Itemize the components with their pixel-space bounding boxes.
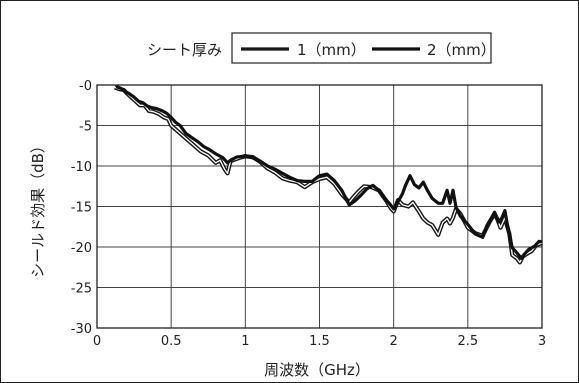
y-axis-title: シールド効果（dB） (29, 138, 47, 278)
legend: シート厚み 1（mm） 2（mm） (147, 32, 496, 64)
y-tick-label: -25 (71, 282, 92, 297)
x-tick-label: 2 (390, 334, 398, 349)
y-tick-label: -30 (71, 322, 92, 337)
x-tick-label: 1 (241, 334, 249, 349)
x-tick-label: 0.5 (161, 334, 182, 349)
y-tick-label: -0 (79, 79, 92, 94)
grid (97, 85, 542, 328)
x-tick-label: 1.5 (309, 334, 330, 349)
y-tick-labels: -0 -5 -10 -15 -20 -25 -30 (71, 79, 92, 337)
legend-title: シート厚み (147, 41, 222, 59)
x-tick-label: 3 (538, 334, 546, 349)
series-2mm-line (115, 85, 543, 260)
plot-area (96, 84, 543, 329)
y-tick-label: -10 (71, 160, 92, 175)
series-layer (114, 85, 543, 265)
legend-label-1mm: 1（mm） (297, 41, 366, 59)
y-tick-label: -20 (71, 241, 92, 256)
x-tick-label: 0 (93, 334, 101, 349)
x-axis-title: 周波数（GHz） (264, 361, 370, 379)
x-tick-labels: 0 0.5 1 1.5 2 2.5 3 (93, 334, 546, 349)
x-tick-label: 2.5 (457, 334, 478, 349)
y-tick-label: -5 (79, 120, 92, 135)
y-tick-label: -15 (71, 201, 92, 216)
legend-label-2mm: 2（mm） (427, 41, 496, 59)
